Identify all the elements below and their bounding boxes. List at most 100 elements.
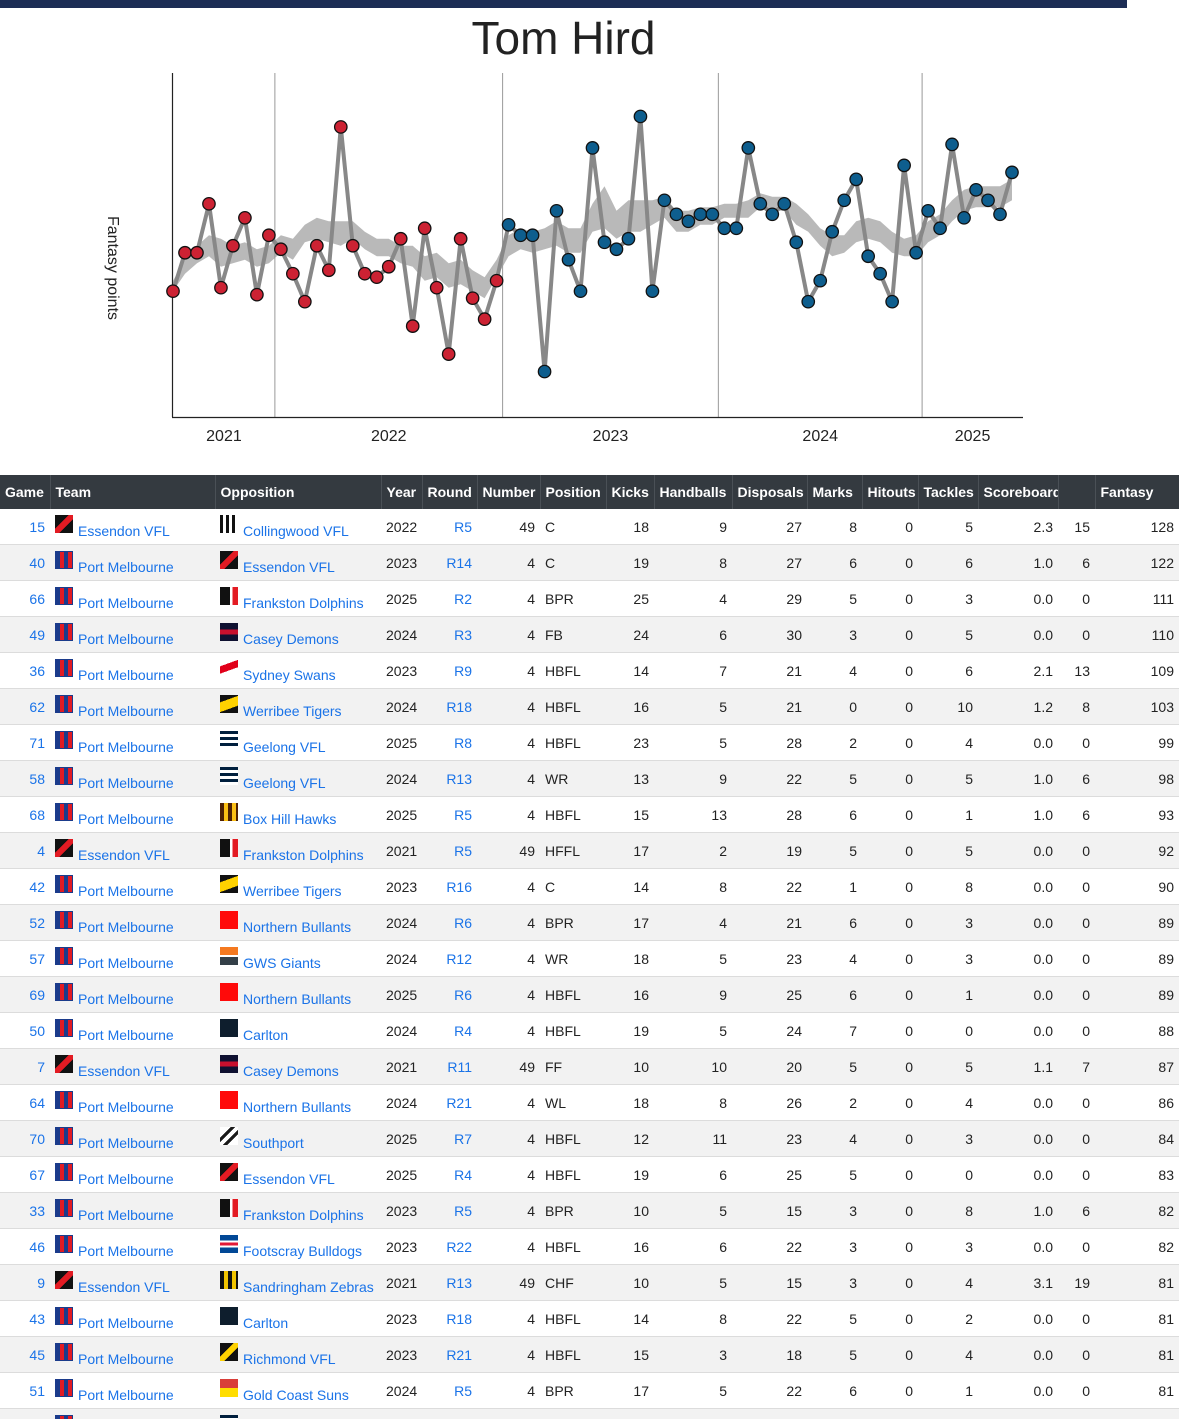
cell-team-content[interactable]: Port Melbourne <box>55 586 210 611</box>
opposition-link[interactable]: Casey Demons <box>243 630 339 647</box>
cell-round[interactable]: R7 <box>422 1120 477 1157</box>
cell-team-content[interactable]: Port Melbourne <box>55 1378 210 1403</box>
cell-team-content[interactable]: Port Melbourne <box>55 1306 210 1331</box>
cell-team-content[interactable]: Port Melbourne <box>55 1198 210 1223</box>
cell-opposition-content[interactable]: Southport <box>220 1126 376 1151</box>
opposition-link[interactable]: Northern Bullants <box>243 1098 352 1115</box>
cell-game[interactable]: 42 <box>0 868 50 905</box>
cell-opposition-content[interactable]: Carlton <box>220 1018 376 1043</box>
cell-round[interactable]: R18 <box>422 1300 477 1337</box>
team-link[interactable]: Port Melbourne <box>78 630 174 647</box>
cell-game[interactable]: 51 <box>0 1372 50 1409</box>
header-col-handballs[interactable]: Handballs <box>654 475 733 509</box>
cell-round[interactable]: R22 <box>422 1228 477 1265</box>
opposition-link[interactable]: Geelong VFL <box>243 774 326 791</box>
cell-game[interactable]: 52 <box>0 904 50 941</box>
cell-team-content[interactable]: Port Melbourne <box>55 1234 210 1259</box>
cell-opposition-content[interactable]: Werribee Tigers <box>220 694 376 719</box>
header-col-tackles[interactable]: Tackles <box>918 475 979 509</box>
header-col-hitouts[interactable]: Hitouts <box>862 475 919 509</box>
cell-opposition-content[interactable] <box>220 1414 376 1419</box>
opposition-link[interactable]: Carlton <box>243 1314 289 1331</box>
opposition-link[interactable]: Southport <box>243 1134 304 1151</box>
opposition-link[interactable]: Richmond VFL <box>243 1350 336 1367</box>
cell-round[interactable]: R21 <box>422 1084 477 1121</box>
cell-game[interactable]: 43 <box>0 1300 50 1337</box>
team-link[interactable]: Port Melbourne <box>78 810 174 827</box>
cell-opposition-content[interactable]: Frankston Dolphins <box>220 1198 376 1223</box>
cell-game[interactable]: 66 <box>0 580 50 617</box>
cell-round[interactable]: R8 <box>422 724 477 761</box>
cell-round[interactable]: R21 <box>422 1336 477 1373</box>
cell-round[interactable]: R4 <box>422 1012 477 1049</box>
cell-team-content[interactable]: Essendon VFL <box>55 514 210 539</box>
team-link[interactable]: Port Melbourne <box>78 990 174 1007</box>
cell-round[interactable]: R5 <box>422 832 477 869</box>
cell-opposition-content[interactable]: GWS Giants <box>220 946 376 971</box>
cell-opposition-content[interactable]: Northern Bullants <box>220 910 376 935</box>
opposition-link[interactable]: Essendon VFL <box>243 1170 335 1187</box>
cell-round[interactable]: R3 <box>422 616 477 653</box>
opposition-link[interactable]: Casey Demons <box>243 1062 339 1079</box>
cell-game[interactable]: 7 <box>0 1048 50 1085</box>
cell-team-content[interactable]: Port Melbourne <box>55 694 210 719</box>
opposition-link[interactable]: Werribee Tigers <box>243 882 342 899</box>
cell-team-content[interactable]: Port Melbourne <box>55 982 210 1007</box>
cell-team-content[interactable]: Port Melbourne <box>55 658 210 683</box>
cell-team-content[interactable]: Port Melbourne <box>55 874 210 899</box>
opposition-link[interactable]: Northern Bullants <box>243 990 352 1007</box>
cell-round[interactable]: R5 <box>422 1372 477 1409</box>
cell-round[interactable]: R5 <box>422 796 477 833</box>
team-link[interactable]: Port Melbourne <box>78 1026 174 1043</box>
cell-team-content[interactable]: Port Melbourne <box>55 946 210 971</box>
cell-round[interactable]: R14 <box>422 544 477 581</box>
team-link[interactable]: Essendon VFL <box>78 1278 170 1295</box>
cell-round[interactable]: R18 <box>422 688 477 725</box>
opposition-link[interactable]: Carlton <box>243 1026 289 1043</box>
header-col-position[interactable]: Position <box>540 475 607 509</box>
cell-round[interactable]: R5 <box>422 1192 477 1229</box>
cell-round[interactable]: R4 <box>422 1156 477 1193</box>
games-table-container[interactable]: Game Team Opposition Year Round Number Positio… <box>0 475 1179 1419</box>
cell-game[interactable]: 68 <box>0 796 50 833</box>
cell-team-content[interactable]: Essendon VFL <box>55 838 210 863</box>
cell-game[interactable]: 15 <box>0 509 50 545</box>
cell-round[interactable]: R2 <box>422 580 477 617</box>
cell-team-content[interactable]: Port Melbourne <box>55 1342 210 1367</box>
cell-round[interactable]: R6 <box>422 976 477 1013</box>
team-link[interactable]: Port Melbourne <box>78 1170 174 1187</box>
cell-game[interactable]: 64 <box>0 1084 50 1121</box>
team-link[interactable]: Essendon VFL <box>78 846 170 863</box>
cell-opposition-content[interactable]: Northern Bullants <box>220 982 376 1007</box>
cell-team-content[interactable]: Port Melbourne <box>55 1126 210 1151</box>
team-link[interactable]: Port Melbourne <box>78 774 174 791</box>
opposition-link[interactable]: Footscray Bulldogs <box>243 1242 363 1259</box>
opposition-link[interactable]: Frankston Dolphins <box>243 1206 364 1223</box>
cell-opposition-content[interactable]: Footscray Bulldogs <box>220 1234 376 1259</box>
opposition-link[interactable]: Frankston Dolphins <box>243 846 364 863</box>
cell-game[interactable]: 40 <box>0 544 50 581</box>
cell-game[interactable]: 62 <box>0 688 50 725</box>
opposition-link[interactable]: Frankston Dolphins <box>243 594 364 611</box>
opposition-link[interactable]: Northern Bullants <box>243 918 352 935</box>
cell-opposition-content[interactable]: Collingwood VFL <box>220 514 376 539</box>
header-col-disposals[interactable]: Disposals <box>732 475 808 509</box>
team-link[interactable]: Port Melbourne <box>78 954 174 971</box>
header-col-round[interactable]: Round <box>422 475 478 509</box>
cell-game[interactable]: 71 <box>0 724 50 761</box>
header-col-points[interactable] <box>1058 475 1096 509</box>
cell-game[interactable]: 33 <box>0 1192 50 1229</box>
team-link[interactable]: Port Melbourne <box>78 1242 174 1259</box>
opposition-link[interactable]: Werribee Tigers <box>243 702 342 719</box>
cell-game[interactable]: 49 <box>0 616 50 653</box>
cell-game[interactable]: 36 <box>0 652 50 689</box>
opposition-link[interactable]: Essendon VFL <box>243 558 335 575</box>
cell-team-content[interactable]: Port Melbourne <box>55 622 210 647</box>
cell-opposition-content[interactable]: Geelong VFL <box>220 766 376 791</box>
header-col-fantasy[interactable]: Fantasy <box>1095 475 1179 509</box>
header-col-kicks[interactable]: Kicks <box>606 475 655 509</box>
team-link[interactable]: Port Melbourne <box>78 1134 174 1151</box>
cell-opposition-content[interactable]: Werribee Tigers <box>220 874 376 899</box>
cell-game[interactable] <box>0 1408 50 1419</box>
cell-round[interactable] <box>422 1408 477 1419</box>
